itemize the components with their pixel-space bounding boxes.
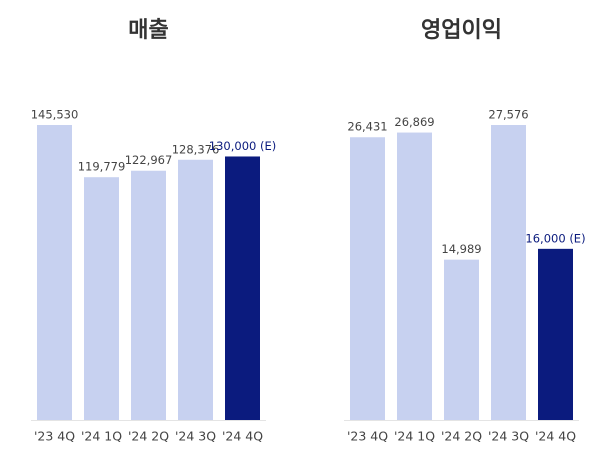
x-tick-label: '24 4Q bbox=[535, 429, 576, 444]
bar bbox=[350, 137, 385, 420]
value-label: 128,376 bbox=[172, 142, 220, 156]
bar bbox=[538, 248, 573, 420]
chart-title: 매출 bbox=[128, 18, 168, 43]
value-label: 122,967 bbox=[125, 153, 173, 167]
bar bbox=[84, 177, 119, 420]
bar bbox=[225, 156, 260, 420]
x-tick-label: '23 4Q bbox=[34, 429, 75, 444]
value-label: 26,431 bbox=[347, 120, 387, 134]
bar bbox=[37, 125, 72, 420]
bar bbox=[397, 132, 432, 420]
x-tick-label: '24 4Q bbox=[222, 429, 263, 444]
x-tick-label: '24 2Q bbox=[128, 429, 169, 444]
value-label: 130,000 (E) bbox=[209, 139, 276, 153]
bar bbox=[444, 259, 479, 420]
value-label: 119,779 bbox=[78, 160, 126, 174]
chart-title: 영업이익 bbox=[421, 18, 502, 43]
x-tick-label: '24 3Q bbox=[175, 429, 216, 444]
x-tick-label: '24 2Q bbox=[441, 429, 482, 444]
value-label: 16,000 (E) bbox=[525, 231, 585, 245]
x-tick-label: '24 1Q bbox=[81, 429, 122, 444]
x-tick-label: '24 1Q bbox=[394, 429, 435, 444]
x-tick-label: '24 3Q bbox=[488, 429, 529, 444]
value-label: 27,576 bbox=[488, 108, 528, 122]
value-label: 145,530 bbox=[31, 108, 79, 122]
bar bbox=[491, 125, 526, 420]
x-tick-label: '23 4Q bbox=[347, 429, 388, 444]
value-label: 26,869 bbox=[394, 115, 434, 129]
bar bbox=[131, 170, 166, 420]
bar bbox=[178, 159, 213, 421]
value-label: 14,989 bbox=[441, 242, 481, 256]
